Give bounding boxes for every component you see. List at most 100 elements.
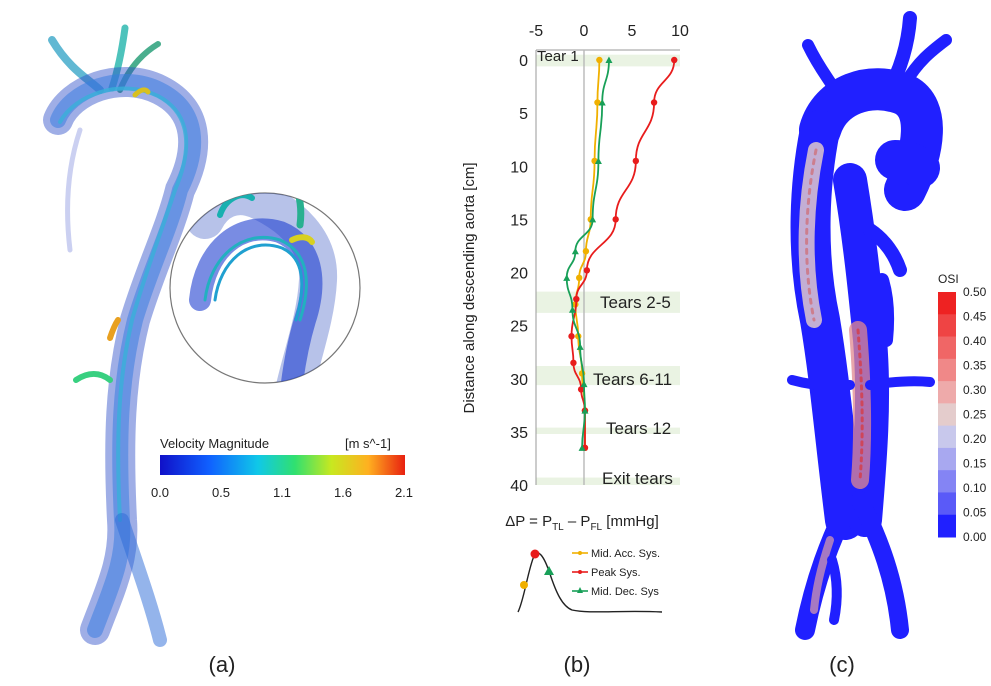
osi-tick-label: 0.05: [963, 506, 987, 520]
data-point-peak-sys: [570, 359, 577, 367]
osi-tick-label: 0.20: [963, 432, 987, 446]
data-point-peak-sys: [650, 99, 658, 106]
osi-tick-label: 0.50: [963, 285, 987, 299]
data-point-mid-acc-sys: [582, 248, 590, 255]
data-point-mid-dec-sys: [580, 380, 588, 388]
data-point-mid-dec-sys: [594, 157, 602, 164]
data-point-mid-dec-sys: [581, 407, 589, 414]
legend-label-dec: Mid. Dec. Sys: [591, 586, 659, 598]
y-tick-labels: 0 5 10 15 20 25 30 35 40: [510, 53, 528, 495]
data-point-mid-dec-sys: [605, 56, 613, 63]
data-point-mid-acc-sys: [596, 56, 603, 64]
chart-series: [563, 56, 678, 452]
tear-band: [536, 477, 680, 485]
band-label-tears-6-11: Tears 6-11: [593, 370, 672, 389]
osi-colorbar-step: [938, 447, 956, 471]
osi-colorbar-step: [938, 381, 956, 404]
x-tick-label: 10: [671, 23, 689, 40]
velocity-colorbar-gradient: [160, 455, 405, 475]
osi-tick-label: 0.25: [963, 408, 987, 422]
panel-label-b: (b): [564, 652, 591, 677]
data-point-mid-dec-sys: [578, 444, 586, 451]
pressure-waveform-icon: [517, 552, 663, 613]
osi-colorbar-step: [938, 514, 956, 538]
osi-colorbar-step: [938, 470, 956, 493]
tear-band: [536, 366, 680, 386]
waveform-marker-peak: [530, 549, 540, 559]
y-tick-label: 10: [510, 159, 528, 176]
y-tick-label: 15: [510, 212, 528, 229]
osi-colorbar-step: [938, 403, 956, 427]
y-tick-label: 20: [510, 266, 528, 283]
band-label-exit-tears: Exit tears: [602, 469, 673, 488]
osi-tick-label: 0.15: [963, 457, 987, 471]
chart-legend: Mid. Acc. Sys. Peak Sys. Mid. Dec. Sys: [517, 548, 663, 613]
osi-tick-label: 0.00: [963, 530, 987, 544]
y-tick-label: 40: [510, 478, 528, 495]
panel-c-osi-map: OSI 0.50 0.45 0.40 0.35 0.30 0.25 0.20 0.15 0.10…: [720, 0, 991, 686]
osi-tick-label: 0.40: [963, 334, 987, 348]
zoom-inset: [169, 192, 361, 384]
aorta-osi-surface: [787, 11, 952, 640]
tear-band: [536, 427, 680, 434]
legend-swatch-dec-tri: [577, 587, 583, 593]
panel-label-a: (a): [209, 652, 236, 677]
data-point-mid-dec-sys: [576, 343, 584, 350]
osi-tick-label: 0.30: [963, 383, 987, 397]
velocity-tick: 2.1: [395, 485, 413, 500]
data-point-peak-sys: [568, 333, 575, 340]
band-label-tears-2-5: Tears 2-5: [600, 293, 671, 312]
osi-colorbar-step: [938, 292, 956, 315]
osi-tick-label: 0.35: [963, 359, 987, 373]
y-tick-label: 30: [510, 372, 528, 389]
velocity-colorbar: Velocity Magnitude [m s^-1] 0.0 0.5 1.1 …: [151, 436, 413, 500]
y-tick-label: 5: [519, 106, 528, 123]
velocity-tick: 1.1: [273, 485, 291, 500]
waveform-marker-dec: [544, 566, 554, 575]
velocity-colorbar-unit: [m s^-1]: [345, 436, 391, 451]
osi-colorbar-step: [938, 425, 956, 449]
velocity-tick: 0.5: [212, 485, 230, 500]
data-point-peak-sys: [632, 157, 640, 165]
osi-colorbar: OSI 0.50 0.45 0.40 0.35 0.30 0.25 0.20 0.15 0.10…: [938, 272, 987, 544]
panel-label-c: (c): [829, 652, 855, 677]
y-tick-label: 25: [510, 319, 528, 336]
x-tick-label: -5: [529, 23, 543, 40]
osi-colorbar-title: OSI: [938, 272, 959, 286]
velocity-colorbar-title: Velocity Magnitude: [160, 436, 269, 451]
data-point-peak-sys: [671, 56, 678, 64]
legend-swatch-acc-dot: [578, 551, 582, 555]
panel-a-streamlines: Velocity Magnitude [m s^-1] 0.0 0.5 1.1 …: [0, 0, 440, 686]
band-label-tear-1: Tear 1: [537, 48, 579, 65]
osi-colorbar-step: [938, 336, 956, 360]
data-point-mid-dec-sys: [568, 306, 576, 313]
velocity-tick: 0.0: [151, 485, 169, 500]
legend-label-acc: Mid. Acc. Sys.: [591, 548, 660, 560]
aorta-streamlines: [43, 24, 209, 647]
osi-colorbar-step: [938, 492, 956, 516]
data-point-peak-sys: [573, 295, 580, 303]
y-tick-label: 35: [510, 425, 528, 442]
osi-tick-label: 0.10: [963, 481, 987, 495]
data-point-mid-acc-sys: [576, 274, 583, 282]
waveform-marker-acc: [520, 581, 528, 589]
osi-tick-label: 0.45: [963, 310, 987, 324]
data-point-mid-dec-sys: [598, 99, 606, 106]
data-point-mid-dec-sys: [563, 274, 571, 281]
legend-swatch-peak-dot: [578, 570, 582, 574]
x-tick-labels: -5 0 5 10: [529, 23, 689, 40]
x-tick-label: 0: [580, 23, 589, 40]
data-point-peak-sys: [612, 216, 619, 223]
tear-band-labels: Tear 1 Tears 2-5 Tears 6-11 Tears 12 Exi…: [537, 48, 673, 488]
y-tick-label: 0: [519, 53, 528, 70]
osi-colorbar-step: [938, 358, 956, 382]
data-point-mid-acc-sys: [594, 99, 601, 106]
x-tick-label: 5: [628, 23, 637, 40]
data-point-mid-dec-sys: [571, 247, 579, 255]
velocity-tick: 1.6: [334, 485, 352, 500]
panel-b-pressure-chart: -5 0 5 10 0 5 10 15 20 25 30 35 40 Tear …: [440, 0, 720, 686]
y-axis-label: Distance along descending aorta [cm]: [461, 163, 478, 414]
x-axis-label: ΔP = PTL – PFL [mmHg]: [505, 513, 659, 533]
osi-colorbar-step: [938, 314, 956, 338]
data-point-mid-dec-sys: [589, 215, 597, 223]
